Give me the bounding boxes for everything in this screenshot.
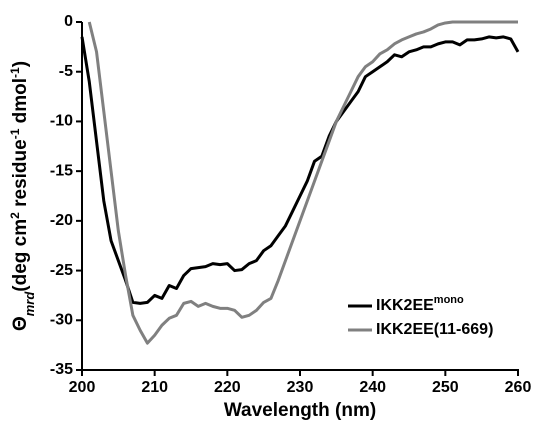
y-tick-label: -35 bbox=[50, 361, 73, 378]
legend-label: IKK2EE(11-669) bbox=[376, 321, 493, 338]
y-title-part: (deg cm bbox=[10, 219, 31, 292]
x-tick-label: 250 bbox=[432, 379, 459, 396]
y-title-part: residue bbox=[10, 139, 31, 212]
y-tick-label: -5 bbox=[59, 63, 73, 80]
y-title-sup: 2 bbox=[8, 212, 22, 219]
y-axis-title: Θmrd(deg cm2 residue-1 dmol-1) bbox=[8, 61, 37, 331]
y-tick-label: -30 bbox=[50, 312, 73, 329]
series-line bbox=[80, 35, 520, 305]
y-title-sub: mrd bbox=[22, 291, 37, 317]
legend-label: IKK2EE bbox=[376, 297, 434, 314]
y-tick-label: -20 bbox=[50, 212, 73, 229]
y-tick-label: 0 bbox=[64, 13, 73, 30]
series-line bbox=[87, 20, 518, 345]
y-tick-label: -10 bbox=[50, 113, 73, 130]
y-title-part: ) bbox=[10, 61, 31, 67]
y-title-part: Θ bbox=[10, 316, 31, 331]
y-tick-label: -15 bbox=[50, 162, 73, 179]
y-title-sup: -1 bbox=[8, 128, 22, 139]
legend-label-sup: mono bbox=[434, 294, 464, 306]
x-tick-label: 210 bbox=[141, 379, 168, 396]
y-title-sup: -1 bbox=[8, 67, 22, 78]
x-tick-label: 230 bbox=[287, 379, 314, 396]
x-tick-label: 240 bbox=[359, 379, 386, 396]
legend-text: IKK2EEmono bbox=[376, 294, 464, 314]
y-title-part: dmol bbox=[10, 78, 31, 129]
y-tick-label: -25 bbox=[50, 262, 73, 279]
x-tick-label: 260 bbox=[505, 379, 532, 396]
x-axis-title: Wavelength (nm) bbox=[224, 400, 376, 421]
legend-text: IKK2EE(11-669) bbox=[376, 321, 493, 338]
x-tick-label: 200 bbox=[69, 379, 96, 396]
x-tick-label: 220 bbox=[214, 379, 241, 396]
